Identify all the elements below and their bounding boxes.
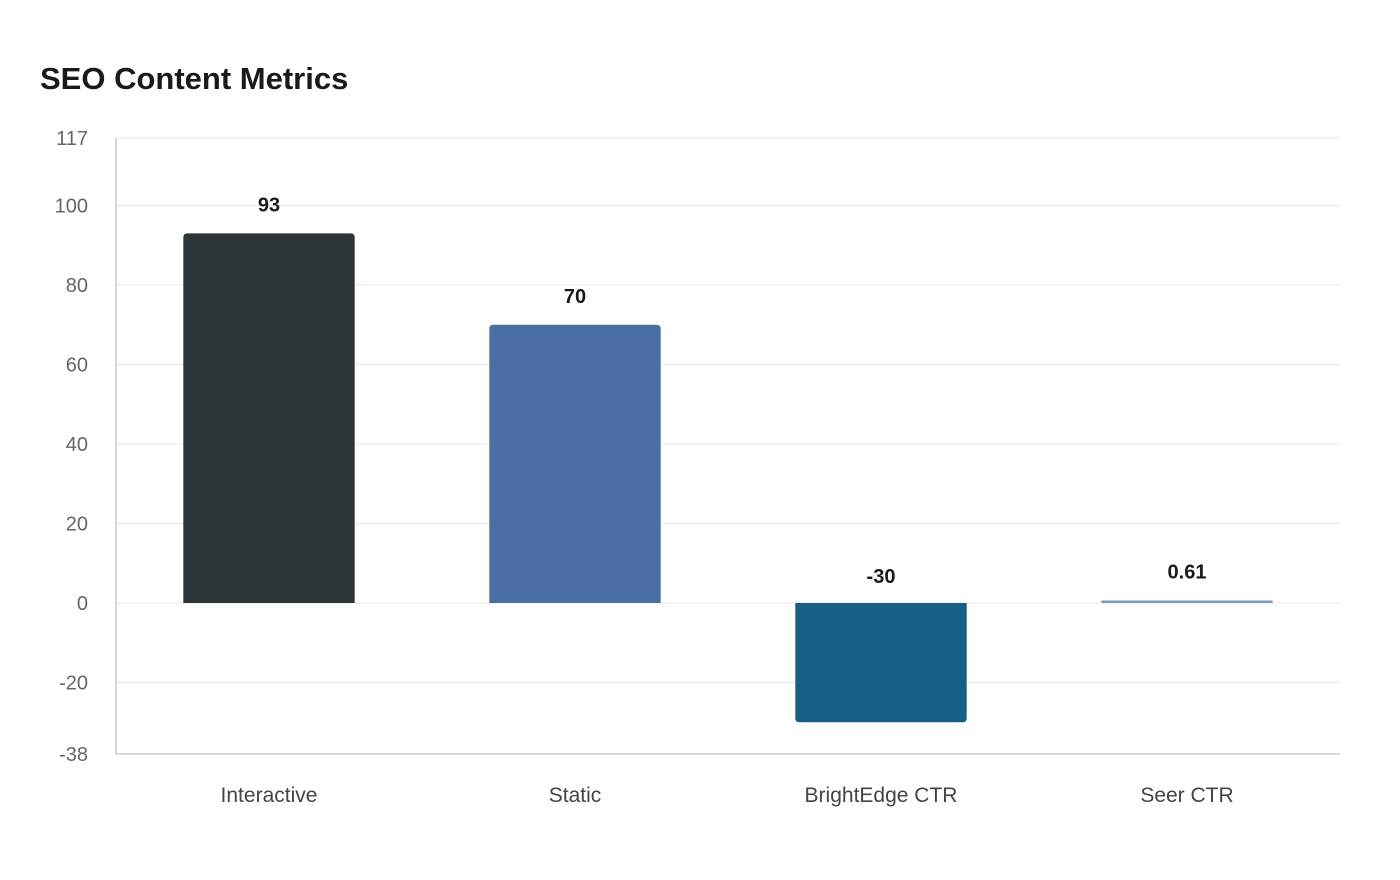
y-tick-label: -38	[59, 744, 88, 766]
axes	[115, 138, 1340, 755]
x-category-label: Interactive	[221, 784, 318, 807]
bar-brightedge-ctr	[795, 602, 967, 723]
value-label: 93	[258, 194, 280, 216]
y-tick-label: 117	[56, 128, 88, 150]
x-category-label: BrightEdge CTR	[805, 784, 958, 807]
value-label: 0.61	[1168, 562, 1207, 584]
value-label: 70	[564, 286, 586, 308]
y-tick-labels: 117 100 80 60 40 20 0 -20 -38	[55, 128, 88, 766]
bars	[183, 233, 1273, 723]
x-category-label: Seer CTR	[1140, 784, 1233, 807]
y-tick-label: 60	[66, 355, 88, 377]
y-tick-label: 40	[66, 434, 88, 456]
x-category-label: Static	[549, 784, 602, 807]
value-label: -30	[867, 566, 896, 588]
y-tick-label: -20	[59, 672, 88, 694]
y-tick-label: 20	[66, 513, 88, 535]
value-labels: 93 70 -30 0.61	[258, 194, 1207, 588]
x-category-labels: Interactive Static BrightEdge CTR Seer CTR	[221, 784, 1234, 807]
chart-title: SEO Content Metrics	[40, 61, 349, 96]
y-tick-label: 80	[66, 275, 88, 297]
bar-interactive	[183, 233, 355, 603]
y-tick-label: 0	[77, 593, 88, 615]
bar-seer-ctr	[1101, 600, 1273, 603]
y-tick-label: 100	[55, 196, 88, 218]
bar-static	[489, 324, 661, 603]
